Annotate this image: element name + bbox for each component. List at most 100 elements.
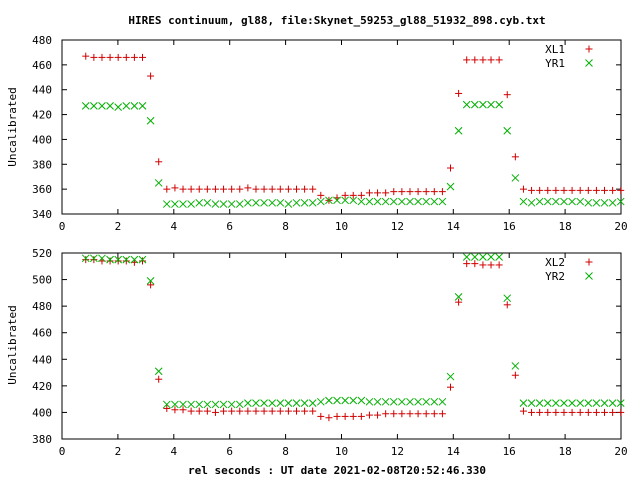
data-point xyxy=(341,196,349,205)
data-point xyxy=(195,407,203,415)
data-point xyxy=(219,200,228,208)
data-point xyxy=(446,372,455,381)
data-point xyxy=(155,375,163,383)
plot-frame xyxy=(61,39,622,215)
data-point xyxy=(252,407,260,415)
data-point xyxy=(292,399,301,407)
y-tick-label: 480 xyxy=(32,34,52,47)
data-point xyxy=(171,184,179,192)
data-point xyxy=(463,260,471,268)
chart-title: HIRES continuum, gl88, file:Skynet_59253… xyxy=(128,14,545,27)
data-point xyxy=(300,399,309,407)
data-point xyxy=(244,407,252,415)
data-point xyxy=(414,197,422,206)
data-point xyxy=(584,399,593,407)
data-point xyxy=(373,397,382,406)
data-point xyxy=(154,367,163,376)
data-point xyxy=(495,261,503,269)
data-point xyxy=(308,198,317,207)
data-point xyxy=(365,397,374,406)
data-point xyxy=(544,186,552,194)
data-point xyxy=(293,185,301,193)
data-point xyxy=(374,411,382,419)
data-point xyxy=(147,281,155,289)
data-point xyxy=(600,399,609,407)
data-point xyxy=(535,399,544,407)
data-point xyxy=(487,56,495,64)
data-point xyxy=(568,399,576,407)
data-point xyxy=(535,197,544,206)
data-point xyxy=(479,56,487,64)
data-point xyxy=(576,197,585,206)
data-point xyxy=(284,200,293,208)
data-point xyxy=(357,412,365,420)
data-point xyxy=(600,198,609,207)
x-tick-label: 8 xyxy=(282,445,289,458)
data-point xyxy=(616,399,625,407)
data-point xyxy=(357,191,365,199)
data-point xyxy=(333,396,341,405)
data-point xyxy=(98,102,106,110)
data-point xyxy=(341,396,349,405)
x-tick-label: 0 xyxy=(59,220,66,233)
data-point xyxy=(576,408,584,416)
data-point xyxy=(406,397,414,406)
data-point xyxy=(236,407,244,415)
series-XL2 xyxy=(82,256,625,422)
data-point xyxy=(592,399,601,407)
data-point xyxy=(560,197,568,206)
data-point xyxy=(543,197,552,206)
data-point xyxy=(609,186,617,194)
data-point xyxy=(495,100,503,109)
data-point xyxy=(211,408,219,416)
data-point xyxy=(179,406,187,414)
x-tick-label: 10 xyxy=(335,445,348,458)
data-point xyxy=(592,198,601,207)
data-point xyxy=(171,406,179,414)
data-point xyxy=(130,102,139,110)
data-point xyxy=(479,253,487,261)
data-point xyxy=(98,254,106,263)
data-point xyxy=(293,407,301,415)
x-tick-label: 2 xyxy=(115,220,122,233)
data-point xyxy=(163,185,171,193)
data-point xyxy=(325,396,333,405)
data-point xyxy=(325,196,333,205)
data-point xyxy=(203,198,212,207)
data-point xyxy=(462,100,471,109)
data-point xyxy=(560,408,568,416)
y-tick-label: 420 xyxy=(32,109,52,122)
data-point xyxy=(195,198,204,207)
data-point xyxy=(147,72,155,80)
lower-y-axis-label: Uncalibrated xyxy=(6,305,19,384)
legend-label: XL2 xyxy=(545,256,565,269)
data-point xyxy=(560,186,568,194)
data-point xyxy=(203,407,211,415)
data-point xyxy=(373,197,382,206)
data-point xyxy=(616,197,625,206)
data-point xyxy=(438,188,446,196)
data-point xyxy=(389,197,398,206)
data-point xyxy=(316,197,325,206)
data-point xyxy=(511,153,519,161)
data-point xyxy=(487,253,495,261)
data-point xyxy=(268,407,276,415)
data-point xyxy=(276,399,285,407)
data-point xyxy=(203,185,211,193)
data-point xyxy=(211,400,220,409)
data-point xyxy=(406,197,414,206)
data-point xyxy=(609,408,617,416)
data-point xyxy=(470,253,479,261)
data-point xyxy=(317,412,325,420)
x-tick-label: 2 xyxy=(115,445,122,458)
data-point xyxy=(503,126,512,135)
x-tick-label: 4 xyxy=(170,445,177,458)
data-point xyxy=(228,407,236,415)
data-point xyxy=(519,185,527,193)
x-tick-label: 20 xyxy=(614,445,627,458)
data-point xyxy=(90,53,98,61)
data-point xyxy=(584,186,592,194)
data-point xyxy=(495,56,503,64)
y-tick-label: 360 xyxy=(32,183,52,196)
